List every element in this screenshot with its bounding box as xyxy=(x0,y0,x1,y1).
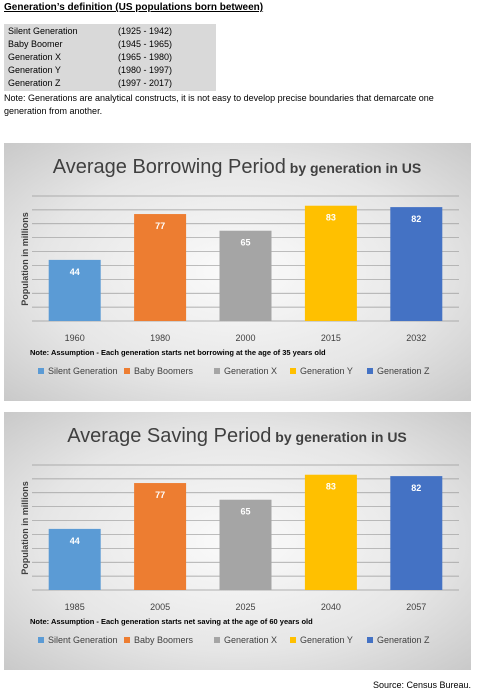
bar xyxy=(134,483,187,590)
legend-swatch xyxy=(214,368,220,374)
chart-title-main: Average Saving Period xyxy=(67,425,271,447)
legend-swatch xyxy=(290,637,296,643)
chart-title-sub: by generation in US xyxy=(286,160,421,176)
data-label: 83 xyxy=(326,482,336,492)
legend-label: Baby Boomers xyxy=(134,366,194,376)
definition-title: Generation’s definition (US populations … xyxy=(4,2,264,13)
generation-range: (1945 - 1965) xyxy=(118,39,173,49)
legend-label: Silent Generation xyxy=(48,366,118,376)
legend-label: Baby Boomers xyxy=(134,635,194,645)
definition-table: Silent Generation (1925 - 1942) Baby Boo… xyxy=(4,24,216,91)
x-tick-label: 2032 xyxy=(406,333,426,343)
legend-swatch xyxy=(124,368,130,374)
bar xyxy=(219,230,272,321)
data-label: 44 xyxy=(70,536,80,546)
chart-title: Average Saving Period by generation in U… xyxy=(67,425,407,447)
legend-swatch xyxy=(38,368,44,374)
x-tick-label: 2000 xyxy=(235,333,255,343)
saving-chart-svg: Average Saving Period by generation in U… xyxy=(20,425,459,645)
bar xyxy=(304,205,357,321)
legend-swatch xyxy=(38,637,44,643)
x-tick-label: 2057 xyxy=(406,602,426,612)
y-axis-label: Population in millions xyxy=(20,212,30,306)
generation-range: (1925 - 1942) xyxy=(118,26,173,36)
legend-label: Generation Y xyxy=(300,366,353,376)
bar xyxy=(304,474,357,590)
chart-note: Note: Assumption - Each generation start… xyxy=(30,617,313,626)
legend-swatch xyxy=(367,637,373,643)
legend-label: Generation Z xyxy=(377,366,430,376)
data-label: 82 xyxy=(411,214,421,224)
bar xyxy=(48,528,101,590)
chart-title-sub: by generation in US xyxy=(271,429,406,445)
generation-name: Generation Y xyxy=(8,65,61,75)
generation-name: Silent Generation xyxy=(8,26,78,36)
x-tick-label: 2005 xyxy=(150,602,170,612)
bar xyxy=(219,499,272,590)
bar xyxy=(134,214,187,321)
x-tick-label: 1985 xyxy=(65,602,85,612)
legend-label: Generation X xyxy=(224,366,277,376)
generation-range: (1980 - 1997) xyxy=(118,65,173,75)
legend-swatch xyxy=(290,368,296,374)
data-label: 83 xyxy=(326,213,336,223)
legend-swatch xyxy=(214,637,220,643)
generation-range: (1997 - 2017) xyxy=(118,78,173,88)
saving-chart: Average Saving Period by generation in U… xyxy=(4,412,471,670)
x-tick-label: 1960 xyxy=(65,333,85,343)
definition-note: Note: Generations are analytical constru… xyxy=(4,93,434,116)
source-note: Source: Census Bureau. xyxy=(372,680,471,690)
legend-label: Silent Generation xyxy=(48,635,118,645)
generation-name: Generation Z xyxy=(8,78,61,88)
legend-swatch xyxy=(367,368,373,374)
bar xyxy=(48,259,101,321)
chart-title-main: Average Borrowing Period xyxy=(53,156,286,178)
bar xyxy=(390,476,443,590)
bar xyxy=(390,207,443,321)
chart-note: Note: Assumption - Each generation start… xyxy=(30,348,326,357)
legend-label: Generation Z xyxy=(377,635,430,645)
x-tick-label: 2025 xyxy=(235,602,255,612)
x-tick-label: 1980 xyxy=(150,333,170,343)
data-label: 82 xyxy=(411,483,421,493)
legend-label: Generation Y xyxy=(300,635,353,645)
borrowing-chart-svg: Average Borrowing Period by generation i… xyxy=(20,156,459,376)
data-label: 65 xyxy=(240,507,250,517)
chart-title: Average Borrowing Period by generation i… xyxy=(53,156,421,178)
x-tick-label: 2040 xyxy=(321,602,341,612)
generation-name: Baby Boomer xyxy=(8,39,63,49)
borrowing-chart: Average Borrowing Period by generation i… xyxy=(4,143,471,401)
legend-label: Generation X xyxy=(224,635,277,645)
generation-range: (1965 - 1980) xyxy=(118,52,173,62)
data-label: 77 xyxy=(155,221,165,231)
data-label: 77 xyxy=(155,490,165,500)
generation-name: Generation X xyxy=(8,52,62,62)
data-label: 65 xyxy=(240,238,250,248)
x-tick-label: 2015 xyxy=(321,333,341,343)
data-label: 44 xyxy=(70,267,80,277)
y-axis-label: Population in millions xyxy=(20,481,30,575)
legend-swatch xyxy=(124,637,130,643)
